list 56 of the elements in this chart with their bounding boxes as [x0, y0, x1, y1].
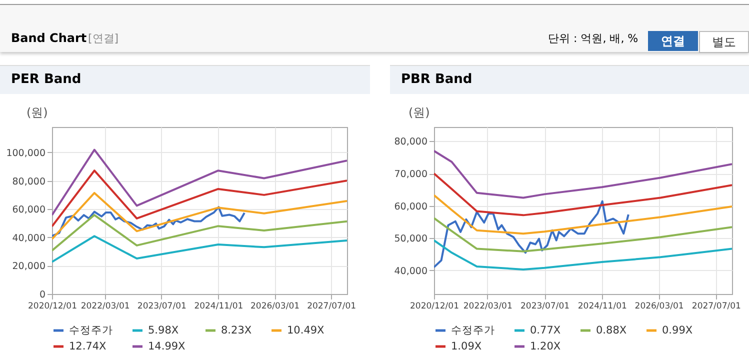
- chart-title: PBR Band: [401, 72, 472, 87]
- line-series: [52, 206, 246, 237]
- y-tick-label: 40,000: [394, 266, 428, 277]
- legend-label: 12.74X: [69, 340, 106, 352]
- legend-label: 1.09X: [451, 340, 482, 352]
- legend-label: 수정주가: [451, 324, 495, 336]
- chart-title: PER Band: [11, 72, 82, 87]
- line-series: [52, 235, 347, 263]
- line-series: [434, 150, 732, 199]
- x-tick-label: 2027/07/01: [692, 302, 741, 312]
- legend-label: 수정주가: [69, 324, 113, 336]
- x-tick-label: 2024/11/01: [578, 302, 627, 312]
- line-series: [434, 172, 732, 216]
- y-tick-label: 20,000: [12, 261, 46, 272]
- x-tick-label: 2022/03/01: [80, 302, 130, 312]
- x-tick-label: 2026/03/01: [250, 302, 300, 312]
- line-series: [52, 148, 347, 216]
- legend-label: 14.99X: [148, 340, 186, 352]
- x-tick-label: 2023/07/01: [137, 302, 186, 312]
- text: [연결]: [88, 31, 119, 46]
- legend-label: 5.98X: [148, 324, 179, 336]
- x-tick-label: 2024/11/01: [194, 302, 244, 312]
- line-series: [434, 239, 732, 270]
- line-series: [52, 214, 347, 252]
- line-series: [434, 217, 732, 252]
- y-axis-title: (원): [26, 106, 48, 120]
- legend-label: 10.49X: [287, 324, 324, 336]
- y-tick-label: 80,000: [394, 136, 428, 148]
- text: 연결: [648, 31, 698, 51]
- x-tick-label: 2020/12/01: [410, 302, 459, 312]
- y-tick-label: 100,000: [6, 148, 46, 159]
- legend-label: 8.23X: [221, 324, 252, 336]
- y-tick-label: 60,000: [394, 201, 428, 212]
- text: 별도: [699, 31, 749, 53]
- x-tick-label: 2020/12/01: [28, 302, 77, 312]
- legend-label: 0.88X: [596, 324, 627, 336]
- legend-label: 0.99X: [662, 324, 693, 336]
- text: 단위 : 억원, 배, %: [548, 31, 638, 46]
- line-series: [52, 170, 347, 228]
- y-tick-label: 0: [39, 290, 46, 300]
- legend-label: 0.77X: [530, 324, 561, 336]
- y-tick-label: 60,000: [12, 204, 46, 216]
- x-tick-label: 2027/07/01: [307, 302, 356, 312]
- line-series: [434, 200, 630, 268]
- text: Band Chart: [11, 31, 87, 45]
- y-tick-label: 80,000: [12, 176, 46, 188]
- line-series: [52, 192, 347, 240]
- y-tick-label: 40,000: [12, 232, 46, 244]
- x-tick-label: 2026/03/01: [634, 302, 684, 312]
- legend-label: 1.20X: [530, 340, 561, 352]
- line-series: [434, 194, 732, 235]
- y-tick-label: 70,000: [394, 169, 428, 180]
- x-tick-label: 2022/03/01: [463, 302, 512, 312]
- x-tick-label: 2023/07/01: [520, 302, 570, 312]
- y-tick-label: 50,000: [394, 234, 428, 245]
- y-axis-title: (원): [408, 106, 430, 120]
